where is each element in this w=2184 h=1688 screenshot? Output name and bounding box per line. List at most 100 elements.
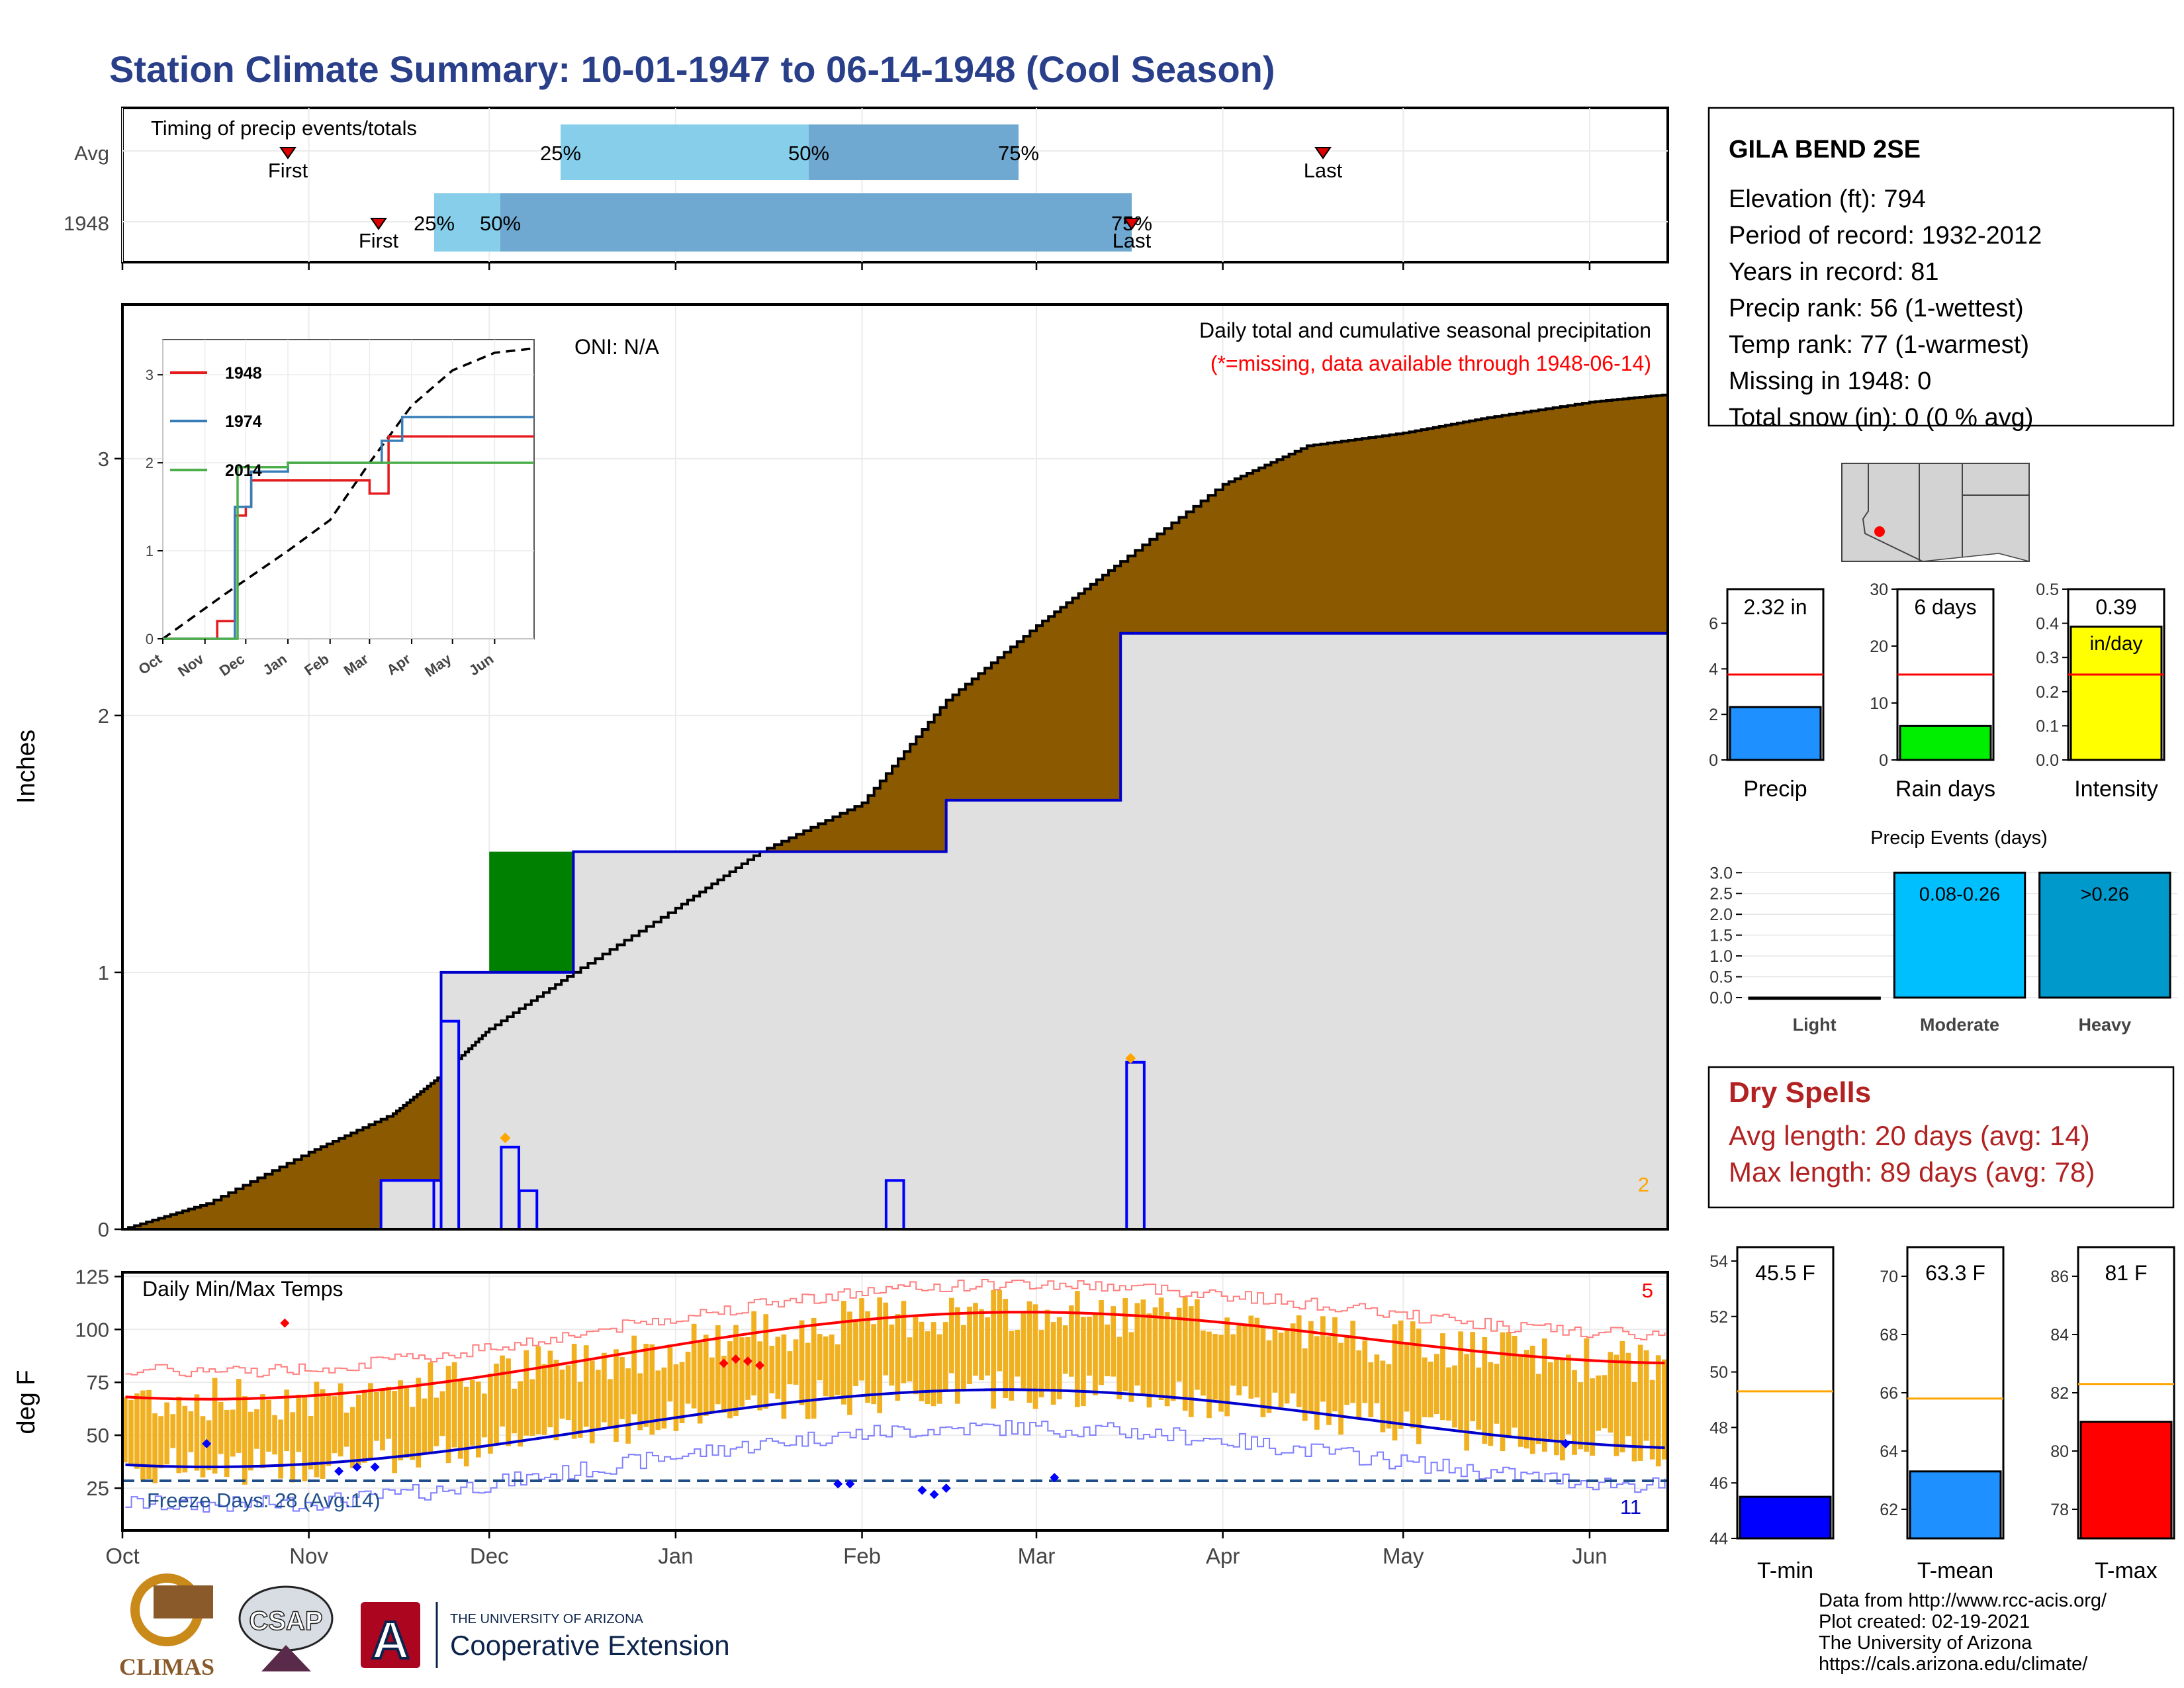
daily-temp-bar — [1547, 1362, 1553, 1440]
daily-temp-bar — [236, 1379, 242, 1453]
daily-temp-bar — [763, 1314, 769, 1409]
temp-record-marker — [202, 1438, 212, 1448]
daily-temp-bar — [853, 1320, 858, 1387]
daily-temp-bar — [1140, 1299, 1146, 1395]
dry-spells-avg: Avg length: 20 days (avg: 14) — [1729, 1120, 2090, 1151]
precip-caption: Daily total and cumulative seasonal prec… — [1199, 318, 1651, 342]
map-mexico — [1922, 553, 2030, 562]
daily-temp-bar — [1248, 1315, 1254, 1399]
daily-temp-bar — [1146, 1313, 1152, 1408]
precip-ytick-label: 2 — [98, 704, 109, 727]
temp-summary-ytick-label: 44 — [1709, 1530, 1728, 1548]
x-month-label: Jun — [1572, 1544, 1607, 1568]
daily-temp-bar — [577, 1382, 583, 1438]
temp-record-marker — [1561, 1438, 1570, 1448]
temp-summary-ytick-label: 68 — [1880, 1326, 1898, 1344]
daily-temp-bar — [997, 1289, 1003, 1372]
daily-temp-bar — [1122, 1298, 1128, 1391]
yr-last-marker — [1123, 218, 1140, 230]
daily-temp-bar — [559, 1369, 565, 1419]
daily-temp-bar — [314, 1382, 320, 1477]
daily-temp-bar — [1661, 1359, 1667, 1460]
daily-temp-bar — [266, 1399, 271, 1452]
daily-temp-bar — [332, 1396, 338, 1454]
temp-summary-ytick-label: 78 — [2050, 1501, 2069, 1519]
daily-temp-bar — [1075, 1291, 1080, 1407]
daily-temp-bar — [1625, 1352, 1631, 1436]
daily-temp-bar — [1374, 1354, 1380, 1403]
temp-ylabel: deg F — [13, 1370, 40, 1434]
inset-ytick-label: 2 — [146, 455, 154, 471]
daily-temp-bar — [1410, 1321, 1416, 1429]
daily-temp-bar — [463, 1386, 469, 1467]
avg-last-label: Last — [1304, 159, 1343, 182]
map-border-west — [1862, 463, 1923, 562]
daily-temp-bar — [296, 1394, 302, 1452]
daily-temp-bar — [679, 1362, 685, 1423]
x-month-label: May — [1383, 1544, 1424, 1568]
ua-logo: A THE UNIVERSITY OF ARIZONA Cooperative … — [361, 1602, 730, 1671]
daily-temp-bar — [1541, 1338, 1547, 1452]
yr-first-marker — [370, 218, 387, 230]
mini-bar-value — [1729, 706, 1822, 761]
daily-temp-bar — [1314, 1336, 1320, 1430]
station-box — [1707, 107, 2175, 427]
daily-temp-bar — [787, 1351, 793, 1385]
daily-temp-bar — [1572, 1370, 1577, 1455]
heavy-precip-marker — [500, 1133, 511, 1144]
daily-temp-bar — [1655, 1355, 1661, 1467]
events-bar — [2038, 871, 2171, 999]
ua-big-text: Cooperative Extension — [450, 1630, 730, 1661]
temp-label: Daily Min/Max Temps — [142, 1277, 343, 1301]
daily-temp-bar — [991, 1289, 996, 1409]
daily-temp-bar — [1111, 1306, 1116, 1377]
x-month-label: Apr — [1206, 1544, 1240, 1568]
daily-temp-bar — [715, 1325, 721, 1405]
precip-ytick-label: 1 — [98, 961, 109, 984]
temp-summary-ytick-label: 64 — [1880, 1442, 1898, 1461]
daily-temp-bar — [128, 1399, 134, 1465]
daily-temp-bar — [703, 1335, 709, 1416]
daily-temp-bar — [355, 1394, 361, 1466]
daily-temp-bar — [272, 1415, 277, 1455]
temp-summary-chart: 81 F T-max 78 80 82 84 86 — [2050, 1246, 2175, 1583]
mini-bar-value — [2070, 626, 2163, 761]
daily-temp-bar — [362, 1389, 367, 1463]
daily-temp-bar — [482, 1393, 487, 1438]
daily-temp-bar — [955, 1307, 960, 1404]
precip-ylabel: Inches — [13, 729, 40, 804]
daily-temp-bar — [529, 1379, 535, 1436]
daily-temp-bar — [518, 1381, 523, 1447]
legend-label-1974: 1974 — [225, 412, 262, 431]
daily-temp-bar — [1631, 1382, 1637, 1462]
ua-letter: A — [371, 1611, 410, 1669]
temp-ytick-label: 25 — [87, 1477, 109, 1500]
station-info-line: Years in record: 81 — [1729, 258, 1939, 286]
mini-bar-value-label: 2.32 in — [1743, 595, 1807, 619]
yr-p50-label: 50% — [480, 212, 521, 235]
daily-temp-bar — [428, 1362, 433, 1453]
record-max-line — [125, 1279, 1666, 1378]
daily-temp-bar — [1458, 1331, 1463, 1433]
daily-temp-bar — [1614, 1354, 1619, 1456]
temp-summary-ytick-label: 82 — [2050, 1384, 2069, 1403]
daily-temp-bar — [469, 1380, 475, 1446]
credit-line: Data from http://www.rcc-acis.org/ — [1819, 1590, 2107, 1611]
daily-temp-bar — [1362, 1340, 1368, 1403]
timing-panel: Timing of precip events/totals Avg 1948 … — [64, 107, 1669, 270]
daily-temp-bar — [541, 1364, 547, 1435]
freeze-label: Freeze Days: 28 (Avg:14) — [147, 1489, 381, 1512]
year-above-avg-area — [441, 851, 760, 1076]
temp-summary-value-label: 45.5 F — [1755, 1261, 1815, 1285]
station-location-marker — [1874, 526, 1885, 537]
daily-temp-bar — [1506, 1332, 1512, 1438]
csap-text: CSAP — [249, 1607, 322, 1636]
daily-temp-bar — [883, 1302, 889, 1376]
daily-temp-bar — [1170, 1319, 1176, 1401]
daily-temp-bar — [1099, 1299, 1104, 1385]
daily-temp-bar — [164, 1402, 170, 1465]
daily-temp-bar — [439, 1391, 445, 1436]
avg-first-marker — [279, 147, 296, 160]
temp-ytick-label: 125 — [75, 1265, 109, 1288]
temp-summary-axis-label: T-mean — [1917, 1558, 1993, 1583]
